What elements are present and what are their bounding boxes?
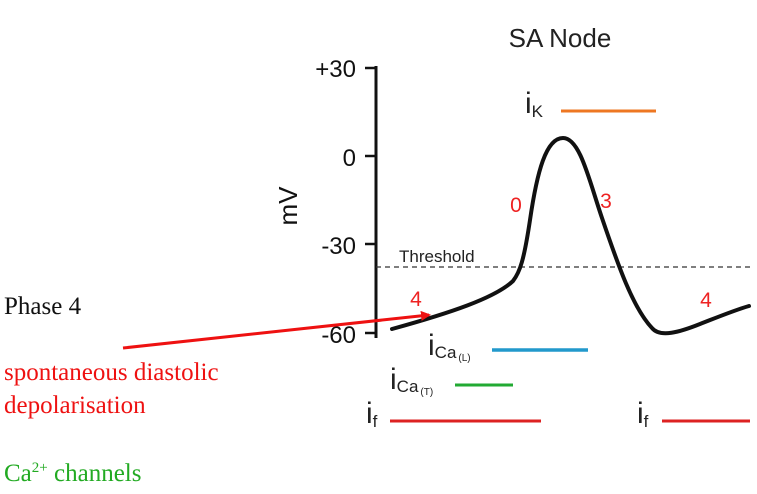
phase-4-annotation: Phase 4: [4, 293, 82, 320]
spontaneous-annotation-line-1: spontaneous diastolic: [4, 359, 219, 386]
y-tick-label: +30: [315, 56, 356, 83]
ca-channels-prefix: Ca: [4, 460, 32, 487]
ca-channels-superscript: 2+: [31, 460, 48, 476]
y-axis-label: mV: [273, 186, 303, 226]
phase-4-label-left: 4: [410, 288, 422, 311]
threshold-label: Threshold: [399, 247, 475, 266]
ica-t-current-label: iCa (T): [390, 363, 433, 398]
ik-current-label: iK: [525, 87, 544, 121]
phase-3-label: 3: [600, 190, 612, 213]
ica-l-current-label: iCa (L): [428, 329, 471, 364]
action-potential-curve: [390, 136, 751, 336]
ca-channels-annotation: Ca2+ channels: [4, 453, 141, 489]
phase-0-label: 0: [510, 194, 522, 217]
y-tick-label: -30: [321, 233, 356, 260]
if-current-label-left: if: [366, 397, 378, 431]
spontaneous-depolarisation-annotation: spontaneous diastolic depolarisation: [4, 356, 219, 422]
diagram-title: SA Node: [509, 23, 612, 53]
spontaneous-annotation-line-2: depolarisation: [4, 392, 146, 419]
phase-4-label-right: 4: [700, 289, 712, 312]
y-tick-label: 0: [343, 145, 356, 172]
ca-channels-suffix: channels: [47, 460, 142, 487]
phase-4-pointer-arrow: [122, 310, 431, 350]
if-current-label-right: if: [637, 397, 649, 431]
